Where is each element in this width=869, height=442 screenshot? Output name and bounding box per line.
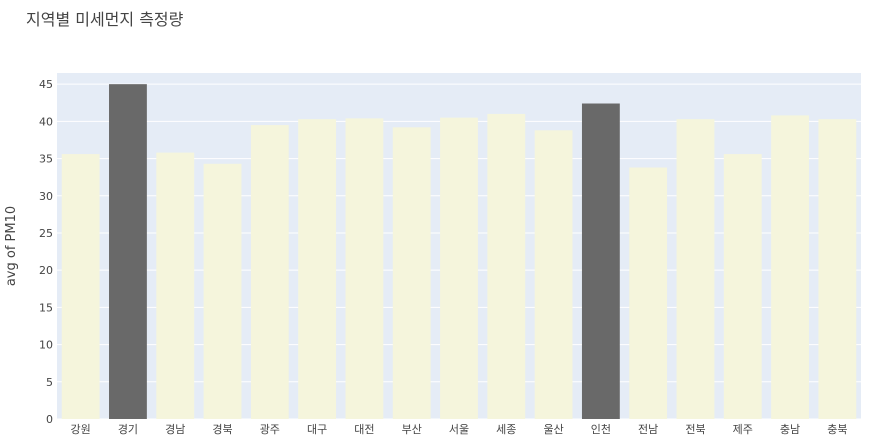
bar-인천[interactable]: [581, 103, 620, 419]
y-tick-label: 25: [39, 227, 53, 240]
bar-경북[interactable]: [203, 163, 242, 419]
x-tick-label: 경기: [118, 423, 138, 436]
y-tick-label: 30: [39, 190, 53, 203]
chart-title: 지역별 미세먼지 측정량: [26, 10, 184, 29]
x-tick-label: 서울: [449, 423, 469, 436]
bar-대전[interactable]: [345, 118, 384, 419]
x-tick-label: 광주: [260, 423, 280, 436]
bar-부산[interactable]: [392, 127, 431, 419]
x-tick-label: 전북: [685, 423, 705, 436]
bar-서울[interactable]: [440, 117, 478, 419]
x-tick-label: 대구: [307, 423, 327, 436]
x-tick-label: 충북: [827, 423, 847, 436]
x-tick-label: 대전: [354, 423, 374, 436]
y-axis-ticks: 0 5 10 15 20 25 30 35 40 45: [39, 78, 53, 426]
x-tick-label: 전남: [638, 423, 658, 436]
x-tick-label: 울산: [543, 423, 563, 436]
bar-세종[interactable]: [487, 113, 526, 419]
bar-충북[interactable]: [818, 119, 857, 419]
x-tick-label: 경남: [165, 423, 185, 436]
y-tick-label: 15: [39, 301, 53, 314]
bar-전남[interactable]: [629, 167, 668, 419]
y-tick-label: 10: [39, 339, 53, 352]
x-axis-ticks: 강원 경기 경남 경북 광주 대구 대전 부산 서울 세종 울산 인천 전남 전북 제주 충남 충북: [71, 422, 848, 436]
bar-경남[interactable]: [156, 152, 195, 420]
y-tick-label: 20: [39, 264, 53, 277]
bar-울산[interactable]: [534, 130, 573, 419]
bar-전북[interactable]: [676, 119, 715, 419]
bar-제주[interactable]: [723, 154, 762, 419]
bar-경기[interactable]: [109, 84, 147, 420]
y-tick-label: 40: [39, 115, 53, 128]
x-tick-label: 강원: [71, 423, 91, 436]
x-tick-label: 충남: [780, 423, 800, 436]
bars: [61, 84, 857, 420]
y-tick-label: 5: [46, 376, 53, 389]
y-axis-title: avg of PM10: [4, 206, 19, 286]
x-tick-label: 제주: [733, 423, 753, 436]
y-tick-label: 35: [39, 153, 53, 166]
bar-충남[interactable]: [771, 115, 809, 419]
bar-광주[interactable]: [250, 125, 289, 419]
x-tick-label: 경북: [212, 423, 232, 436]
x-tick-label: 인천: [591, 422, 611, 436]
bar-강원[interactable]: [61, 154, 100, 419]
x-tick-label: 세종: [496, 423, 516, 436]
x-tick-label: 부산: [402, 423, 422, 436]
y-tick-label: 0: [46, 413, 53, 426]
y-tick-label: 45: [39, 78, 53, 91]
bar-대구[interactable]: [298, 119, 337, 419]
